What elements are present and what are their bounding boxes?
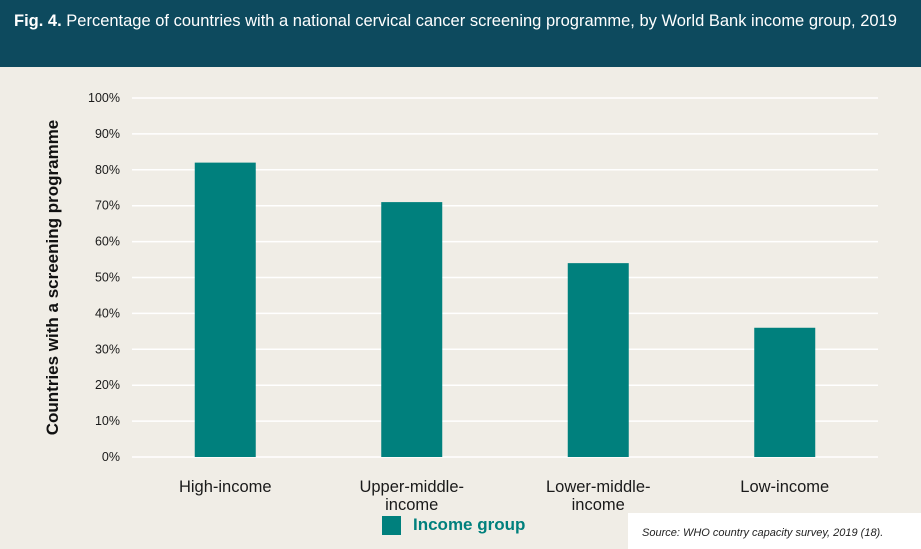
bar-low-income <box>754 327 816 457</box>
y-tick-label: 30% <box>95 342 120 356</box>
x-tick-label: Lower-middle-income <box>546 478 651 513</box>
y-tick-label: 50% <box>95 271 120 285</box>
y-tick-label: 100% <box>88 91 120 105</box>
y-tick-label: 20% <box>95 378 120 392</box>
y-tick-label: 70% <box>95 199 120 213</box>
x-tick-label: Low-income <box>740 478 829 496</box>
legend-swatch <box>382 515 401 535</box>
bar-high-income <box>194 162 256 457</box>
x-tick-label: Upper-middle-income <box>359 478 464 513</box>
bar-chart: 0% 10% 20% 30% 40% 50% 60% 70% 80% 90% 100% High-in… <box>43 91 878 513</box>
bar-upper-middle-income <box>381 202 443 457</box>
legend-label: Income group <box>413 515 526 534</box>
figure-number: Fig. 4. <box>14 12 62 30</box>
chart-legend: Income group <box>382 514 525 536</box>
y-tick-label: 60% <box>95 235 120 249</box>
bar-lower-middle-income <box>567 263 629 457</box>
y-axis-title: Countries with a screening programme <box>43 120 62 436</box>
y-tick-label: 10% <box>95 414 120 428</box>
y-tick-label: 0% <box>102 450 120 464</box>
source-note: Source: WHO country capacity survey, 201… <box>628 513 921 549</box>
y-tick-label: 90% <box>95 127 120 141</box>
figure-title: Percentage of countries with a national … <box>66 12 897 30</box>
figure-header: Fig. 4. Percentage of countries with a n… <box>0 0 921 67</box>
y-tick-label: 80% <box>95 163 120 177</box>
x-tick-label: High-income <box>179 478 272 496</box>
y-tick-label: 40% <box>95 306 120 320</box>
